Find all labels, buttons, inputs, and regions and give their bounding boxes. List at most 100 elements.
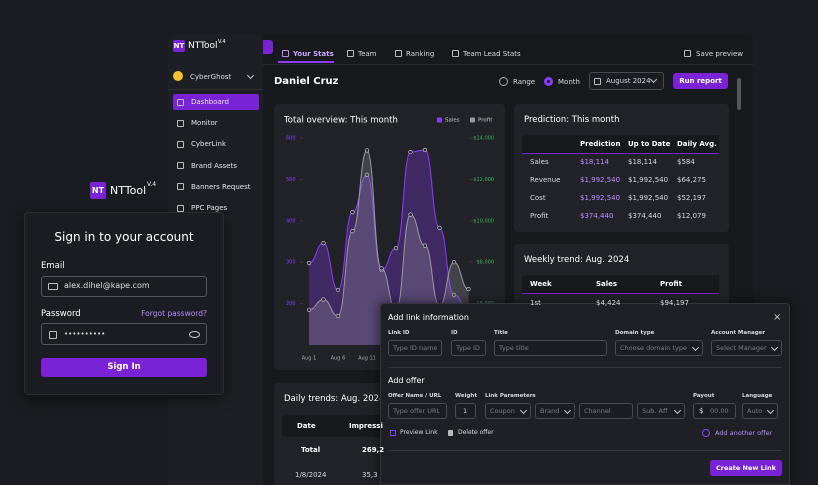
cell: $374,440: [580, 212, 614, 220]
tab[interactable]: Your Stats: [293, 50, 334, 58]
placeholder: Type offer URL: [393, 407, 441, 415]
tab-icon: [347, 50, 354, 57]
menu-icon: [177, 140, 184, 148]
header-rule: [522, 153, 719, 154]
menu-item[interactable]: PPC Pages: [191, 204, 228, 212]
menu-item[interactable]: CyberLink: [191, 140, 226, 149]
placeholder: Type ID name: [393, 344, 438, 352]
save-icon: [684, 50, 691, 57]
field-label: Link ID: [388, 330, 410, 336]
data-point: [364, 148, 370, 153]
field-label: Language: [742, 393, 773, 399]
account-name[interactable]: CyberGhost: [190, 73, 232, 81]
email-input[interactable]: [41, 276, 207, 297]
field-input[interactable]: [711, 340, 782, 356]
divider: [168, 89, 263, 90]
cell: $52,197: [677, 194, 706, 202]
language-select[interactable]: [742, 403, 778, 419]
field-input[interactable]: [388, 340, 442, 356]
param-select[interactable]: [485, 403, 531, 419]
field-input[interactable]: [451, 340, 486, 356]
checkbox[interactable]: [390, 430, 396, 436]
data-point: [364, 172, 370, 177]
tab[interactable]: Team: [358, 50, 377, 58]
payout-value: 00.00: [710, 407, 729, 415]
field-label: Payout: [693, 393, 715, 399]
header-rule: [522, 293, 719, 294]
radio[interactable]: [499, 77, 508, 86]
close-button[interactable]: ×: [773, 312, 782, 323]
radio-label: Month: [558, 78, 580, 86]
field-input[interactable]: [494, 340, 607, 356]
delete-offer[interactable]: Delete offer: [458, 429, 494, 436]
cell: $1,992,540: [628, 176, 669, 184]
forgot-password[interactable]: Forgot password?: [141, 309, 207, 318]
calendar-icon: [594, 78, 601, 85]
cell: $18,114: [580, 158, 609, 166]
menu-item[interactable]: Dashboard: [191, 98, 229, 106]
cell: 269,2: [362, 446, 385, 454]
cell: $64,275: [677, 176, 706, 184]
save-preview[interactable]: Save preview: [696, 50, 744, 58]
date-value: August 2024: [606, 77, 651, 85]
payout-input[interactable]: [693, 403, 736, 419]
logo-mark: NT: [173, 40, 185, 52]
y-tick-label: 500: [286, 177, 296, 183]
add-icon: [702, 429, 710, 437]
radio-selected[interactable]: [544, 77, 553, 86]
cell: $1,992,540: [628, 194, 669, 202]
run-report-button[interactable]: Run report: [673, 73, 728, 89]
weight-input[interactable]: [455, 403, 476, 419]
modal: [380, 303, 790, 485]
data-point: [437, 225, 442, 230]
data-point: [393, 246, 399, 251]
field-input[interactable]: [615, 340, 703, 356]
collapse-button[interactable]: [263, 40, 273, 54]
scrollbar: [737, 78, 741, 110]
field-label: Domain type: [615, 330, 655, 336]
mail-icon: [48, 283, 58, 290]
y2-tick-label: $12,000: [473, 177, 494, 183]
placeholder: Type title: [499, 344, 529, 352]
row-label: Revenue: [530, 176, 561, 184]
field-label: ID: [451, 330, 458, 336]
param-select[interactable]: [579, 403, 633, 419]
add-another-offer[interactable]: Add another offer: [715, 429, 773, 437]
menu-icon: [177, 204, 184, 212]
panel-title: Daily trends: Aug. 2024: [284, 394, 385, 404]
tab[interactable]: Ranking: [406, 50, 435, 58]
create-link-button[interactable]: Create New Link: [710, 460, 782, 476]
eye-icon[interactable]: [189, 331, 200, 338]
cell: $1,992,540: [580, 194, 621, 202]
field-label: Title: [494, 330, 508, 336]
menu-active[interactable]: [173, 94, 259, 110]
field-label: Offer Name / URL: [388, 393, 442, 399]
x-tick-label: Aug 1: [302, 356, 317, 362]
param-value: Brand: [540, 407, 560, 415]
chart: Total overview: This month 200 300 400 500 6…: [283, 116, 494, 362]
preview-link[interactable]: Preview Link: [400, 429, 438, 436]
logo-mark: NT: [90, 182, 106, 199]
menu-item[interactable]: Brand Assets: [191, 161, 237, 170]
menu-icon: [177, 162, 184, 170]
placeholder: Select Manager: [716, 344, 767, 352]
tab[interactable]: Team Lead Stats: [463, 50, 521, 58]
cell: 35,3: [362, 471, 378, 479]
param-select[interactable]: [637, 403, 685, 419]
language-value: Auto: [747, 407, 763, 415]
signin-button[interactable]: Sign In: [41, 358, 207, 377]
data-point: [408, 212, 413, 217]
offer-input[interactable]: [388, 403, 447, 419]
menu-item[interactable]: Monitor: [191, 119, 218, 128]
y-tick-label: 200: [286, 301, 296, 307]
column-header: Daily Avg.: [677, 140, 717, 148]
password-input[interactable]: [41, 323, 207, 345]
y-tick-label: 400: [286, 218, 296, 224]
date-dropdown[interactable]: [589, 72, 664, 90]
param-select[interactable]: [535, 403, 575, 419]
field-label: Account Manager: [711, 330, 766, 336]
series-area: [309, 150, 469, 345]
legend-swatch: [437, 117, 442, 123]
modal-title: Add link information: [388, 313, 469, 322]
menu-item[interactable]: Banners Request: [191, 182, 251, 191]
